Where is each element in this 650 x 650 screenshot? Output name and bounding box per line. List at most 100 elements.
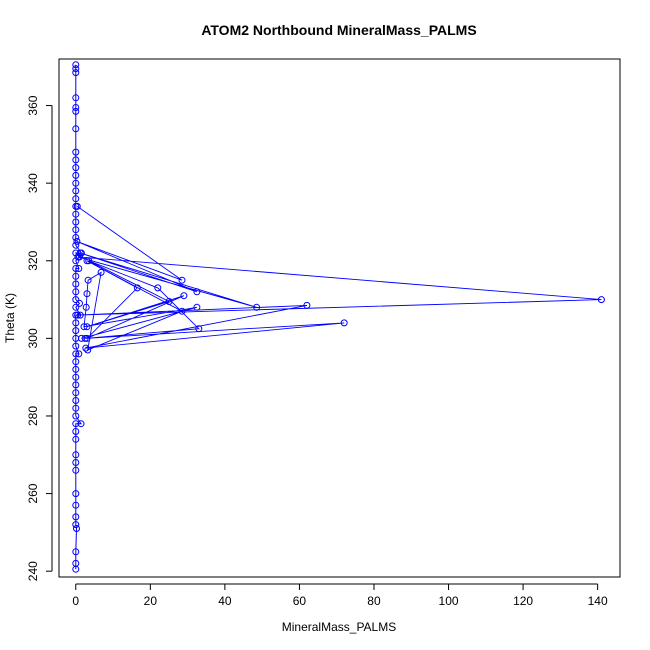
data-point <box>72 257 80 265</box>
data-point <box>253 303 261 311</box>
data-point <box>72 521 80 529</box>
data-point <box>72 218 80 226</box>
data-point <box>83 323 91 331</box>
x-tick-label: 120 <box>513 594 533 608</box>
data-point <box>72 548 80 556</box>
data-point <box>72 381 80 389</box>
x-tick-label: 140 <box>588 594 608 608</box>
data-point <box>80 323 88 331</box>
data-point <box>72 559 80 567</box>
data-point <box>72 210 80 218</box>
data-point <box>72 342 80 350</box>
data-point <box>72 288 80 296</box>
data-point <box>72 296 80 304</box>
data-point <box>72 404 80 412</box>
data-point <box>72 350 80 358</box>
series-line-trace <box>76 206 602 351</box>
data-point <box>72 195 80 203</box>
x-tick-label: 40 <box>218 594 232 608</box>
data-point <box>72 61 80 69</box>
data-point <box>72 164 80 172</box>
data-point <box>72 104 80 111</box>
data-point <box>195 325 203 333</box>
data-point <box>74 253 82 261</box>
x-tick-label: 20 <box>144 594 158 608</box>
data-point <box>154 284 162 292</box>
y-tick-label: 360 <box>26 95 40 115</box>
data-point <box>72 358 80 366</box>
data-point <box>76 249 84 257</box>
y-axis-label: Theta (K) <box>3 293 17 343</box>
y-tick-label: 340 <box>26 173 40 193</box>
data-point <box>83 257 91 265</box>
y-tick-label: 260 <box>26 483 40 503</box>
data-point <box>72 234 80 241</box>
data-point <box>193 303 201 311</box>
data-point <box>72 319 80 327</box>
data-point <box>72 501 80 509</box>
data-point <box>72 303 80 311</box>
y-tick-label: 300 <box>26 328 40 348</box>
data-point <box>178 307 186 315</box>
data-point <box>82 303 90 311</box>
data-point <box>72 513 80 521</box>
data-point <box>72 490 80 498</box>
data-point <box>72 435 80 443</box>
data-point <box>77 420 85 428</box>
data-point <box>72 420 80 428</box>
data-point <box>72 179 80 187</box>
data-point <box>75 265 83 272</box>
x-tick-label: 0 <box>72 594 79 608</box>
data-point <box>72 148 80 156</box>
x-axis-label: MineralMass_PALMS <box>282 620 396 634</box>
x-axis: 0 20 40 60 80 100 120 140 <box>72 583 608 608</box>
data-point <box>72 107 80 115</box>
data-point <box>72 466 80 474</box>
data-point <box>72 327 80 335</box>
data-point <box>72 187 80 195</box>
data-point <box>165 298 173 305</box>
data-point <box>193 288 201 296</box>
data-point <box>340 319 348 327</box>
data-point <box>73 237 81 245</box>
data-point <box>82 344 90 352</box>
x-tick-label: 100 <box>439 594 459 608</box>
data-point <box>72 125 80 133</box>
data-point <box>72 156 80 164</box>
data-point <box>97 268 105 276</box>
data-point <box>73 202 81 210</box>
y-tick-label: 240 <box>26 561 40 581</box>
data-point <box>75 350 83 358</box>
y-tick-label: 320 <box>26 250 40 270</box>
data-point <box>77 334 85 342</box>
data-point <box>303 301 311 309</box>
data-point <box>72 412 80 420</box>
y-axis: 240 260 280 300 320 340 360 <box>26 95 53 581</box>
data-point <box>72 272 80 280</box>
x-tick-label: 80 <box>367 594 381 608</box>
chart-title: ATOM2 Northbound MineralMass_PALMS <box>201 22 476 38</box>
data-point <box>72 171 80 179</box>
plot-frame <box>58 58 621 578</box>
series-points <box>72 61 605 573</box>
data-point <box>76 311 84 319</box>
data-point <box>597 296 605 304</box>
data-point <box>72 459 80 466</box>
data-point <box>72 280 80 288</box>
data-point <box>72 365 80 373</box>
data-point <box>72 94 80 102</box>
data-point <box>72 389 80 397</box>
data-point <box>72 265 80 272</box>
x-tick-label: 60 <box>293 594 307 608</box>
data-point <box>76 299 83 307</box>
data-point <box>72 428 80 435</box>
data-point <box>72 397 80 404</box>
data-point <box>72 226 80 234</box>
data-point <box>81 334 89 342</box>
data-point <box>83 290 91 298</box>
data-point <box>84 276 92 284</box>
data-point <box>84 346 92 354</box>
data-point <box>178 276 186 284</box>
data-point <box>180 292 188 300</box>
